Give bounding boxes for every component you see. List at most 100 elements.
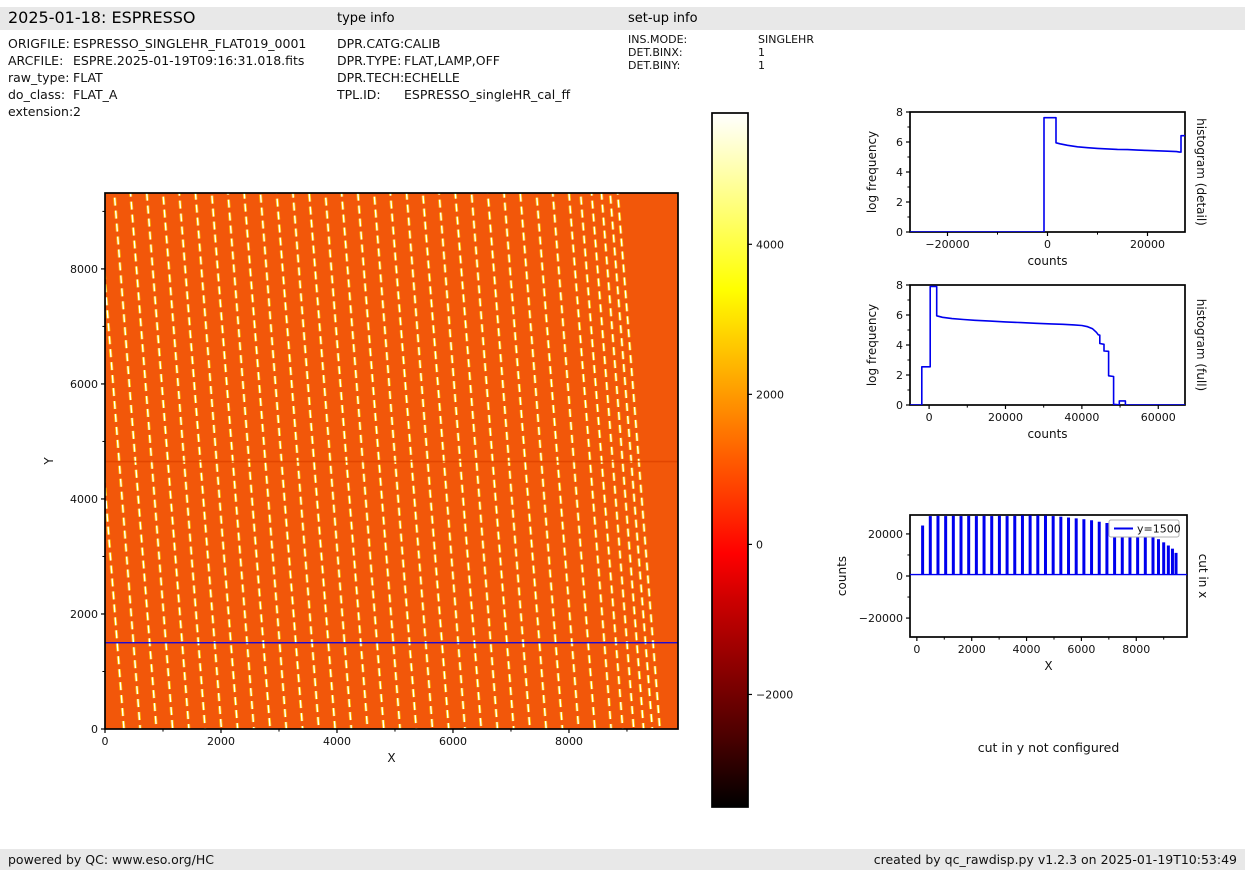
meta-value: SINGLEHR — [758, 33, 814, 46]
meta-label: DPR.CATG: — [337, 36, 405, 51]
y-tick-label: 4 — [896, 166, 903, 179]
y-axis-label: counts — [835, 556, 849, 596]
footer-powered-by: powered by QC: www.eso.org/HC — [8, 852, 214, 867]
colorbar-tick-label: −2000 — [756, 688, 793, 701]
x-tick-label: 8000 — [555, 735, 583, 748]
x-tick-label: 60000 — [1141, 411, 1176, 424]
footer-bar: powered by QC: www.eso.org/HC created by… — [0, 849, 1245, 870]
meta-label: DPR.TYPE: — [337, 53, 402, 68]
histogram-line — [910, 285, 1185, 405]
colorbar-tick-label: 0 — [756, 538, 763, 551]
axes: −20000 0 20000 0 2 4 6 8 counts log frequency hist… — [865, 106, 1208, 268]
meta-value: FLAT_A — [73, 87, 118, 102]
meta-value: FLAT,LAMP,OFF — [404, 53, 500, 68]
x-axis-label: X — [1044, 659, 1052, 673]
meta-label: DPR.TECH: — [337, 70, 405, 85]
x-tick-label: 0 — [913, 643, 920, 656]
x-tick-label: −20000 — [925, 238, 969, 251]
x-tick-label: 2000 — [958, 643, 986, 656]
right-axis-label: histogram (full) — [1194, 299, 1208, 392]
meta-label: ORIGFILE: — [8, 36, 70, 51]
x-axis-label: counts — [1027, 254, 1067, 268]
right-axis-label: cut in x — [1196, 554, 1210, 599]
y-tick-label: 4 — [896, 339, 903, 352]
x-tick-label: 4000 — [323, 735, 351, 748]
y-tick-label: 2000 — [70, 608, 98, 621]
meta-label: DET.BINY: — [628, 59, 681, 72]
y-axis-label: log frequency — [865, 304, 879, 386]
y-tick-label: 2 — [896, 369, 903, 382]
footer-created-by: created by qc_rawdisp.py v1.2.3 on 2025-… — [873, 852, 1237, 867]
meta-value: 2 — [73, 104, 81, 119]
x-tick-label: 0 — [1044, 238, 1051, 251]
meta-value: ESPRESSO_SINGLEHR_FLAT019_0001 — [73, 36, 307, 51]
x-axis-label: counts — [1027, 427, 1067, 441]
meta-value: 1 — [758, 46, 765, 59]
y-tick-label: 6 — [896, 136, 903, 149]
hist-full-plot: 0 20000 40000 60000 0 2 4 6 8 counts log frequency… — [865, 279, 1208, 441]
axes-frame — [909, 284, 1186, 406]
colorbar-tick-label: 4000 — [756, 238, 784, 251]
histogram-line — [910, 116, 1185, 232]
x-tick-label: 0 — [102, 735, 109, 748]
axes-frame — [104, 192, 679, 730]
meta-label: TPL.ID: — [337, 87, 381, 102]
axes: 0 2000 4000 6000 8000 0 2000 4000 6000 8000 X Y — [42, 210, 628, 765]
y-tick-label: 6000 — [70, 378, 98, 391]
y-axis-label: Y — [42, 457, 56, 466]
x-tick-label: 4000 — [1013, 643, 1041, 656]
setup-info-heading: set-up info — [628, 11, 698, 26]
meta-value: ESPRESSO_singleHR_cal_ff — [404, 87, 571, 102]
colorbar: 4000 2000 0 −2000 — [711, 112, 793, 808]
meta-value: 1 — [758, 59, 765, 72]
cut-in-y-message: cut in y not configured — [977, 740, 1120, 755]
y-tick-label: 0 — [896, 570, 903, 583]
meta-value: CALIB — [404, 36, 441, 51]
y-tick-label: 0 — [91, 723, 98, 736]
legend: y=1500 — [1108, 519, 1181, 538]
meta-label: INS.MODE: — [628, 33, 688, 46]
main-image-plot: 0 2000 4000 6000 8000 0 2000 4000 6000 8000 X Y 4000… — [42, 112, 793, 808]
meta-value: FLAT — [73, 70, 103, 85]
meta-label: DET.BINX: — [628, 46, 683, 59]
header-bar: 2025-01-18: ESPRESSO type info set-up in… — [0, 7, 1245, 30]
meta-label: ARCFILE: — [8, 53, 64, 68]
page-title: 2025-01-18: ESPRESSO — [8, 8, 196, 27]
x-tick-label: 20000 — [1130, 238, 1165, 251]
meta-label: extension: — [8, 104, 74, 119]
meta-value: ESPRE.2025-01-19T09:16:31.018.fits — [73, 53, 305, 68]
x-tick-label: 2000 — [207, 735, 235, 748]
axes-frame — [909, 111, 1186, 233]
x-tick-label: 40000 — [1064, 411, 1099, 424]
y-tick-label: 8 — [896, 279, 903, 292]
y-tick-label: 8 — [896, 106, 903, 119]
right-axis-label: histogram (detail) — [1194, 118, 1208, 226]
meta-label: raw_type: — [8, 70, 70, 85]
x-axis-label: X — [387, 751, 395, 765]
y-tick-label: 8000 — [70, 263, 98, 276]
y-tick-label: 6 — [896, 309, 903, 322]
meta-label: do_class: — [8, 87, 66, 102]
x-tick-label: 6000 — [439, 735, 467, 748]
x-tick-label: 6000 — [1067, 643, 1095, 656]
y-tick-label: 0 — [896, 399, 903, 412]
y-tick-label: 20000 — [868, 528, 903, 541]
type-info-heading: type info — [337, 11, 395, 26]
x-tick-label: 0 — [926, 411, 933, 424]
y-tick-label: 4000 — [70, 493, 98, 506]
hist-detail-plot: −20000 0 20000 0 2 4 6 8 counts log frequency hist… — [865, 106, 1208, 268]
axes: 0 20000 40000 60000 0 2 4 6 8 counts log frequency… — [865, 279, 1208, 441]
legend-label: y=1500 — [1137, 523, 1181, 536]
y-tick-label: 2 — [896, 196, 903, 209]
x-tick-label: 20000 — [988, 411, 1023, 424]
y-tick-label: 0 — [896, 226, 903, 239]
y-tick-label: −20000 — [859, 612, 903, 625]
meta-value: ECHELLE — [404, 70, 460, 85]
colorbar-tick-label: 2000 — [756, 388, 784, 401]
axes-frame — [909, 514, 1188, 638]
y-axis-label: log frequency — [865, 131, 879, 213]
